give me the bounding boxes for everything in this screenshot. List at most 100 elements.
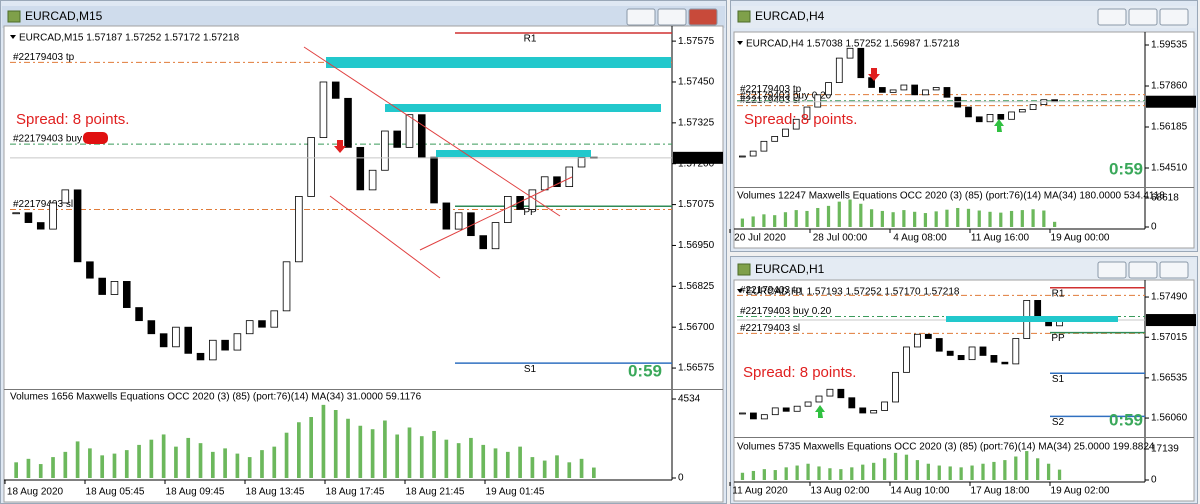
zone-box — [326, 57, 671, 68]
header-marker — [10, 35, 16, 39]
candle-body — [911, 84, 919, 96]
zone-box — [436, 150, 591, 157]
window-icon — [737, 263, 751, 276]
candle-body — [442, 202, 451, 230]
candle-body — [1018, 109, 1026, 113]
candle-body — [73, 189, 82, 263]
chart-header: EURCAD,M15 1.57187 1.57252 1.57172 1.572… — [19, 33, 240, 44]
candle-body — [172, 326, 180, 348]
candle-body — [814, 94, 822, 108]
time-label: 18 Aug 13:45 — [246, 487, 305, 498]
candle-body — [258, 320, 266, 328]
candle-body — [356, 146, 365, 191]
y-tick-label: 1.54510 — [1151, 163, 1188, 174]
chart-header: EURCAD,H1 1.57193 1.57252 1.57170 1.5721… — [746, 287, 960, 298]
chart-area — [733, 31, 1195, 249]
candle-body — [1008, 111, 1015, 120]
candle-body — [900, 84, 908, 91]
candle-body — [491, 222, 500, 250]
minimize-button[interactable] — [1097, 261, 1127, 279]
candle-body — [270, 310, 279, 328]
candle-body — [979, 346, 987, 356]
time-label: 18 Aug 09:45 — [166, 487, 225, 498]
candle-body — [417, 114, 426, 158]
order-label: #22179403 tp — [740, 84, 802, 95]
candle-body — [749, 412, 757, 420]
redaction — [83, 132, 108, 144]
candle-body — [430, 156, 438, 204]
minimize-button[interactable] — [626, 8, 656, 26]
time-label: 19 Aug 01:45 — [486, 487, 545, 498]
candle-body — [344, 97, 352, 148]
candle-body — [577, 156, 586, 168]
candle-body — [859, 407, 867, 414]
trend-line — [419, 176, 573, 251]
candle-body — [516, 196, 524, 210]
candle-body — [540, 176, 549, 191]
candle-body — [1001, 361, 1009, 365]
time-label: 11 Aug 2020 — [732, 486, 788, 497]
spread-label: Spread: 8 points. — [744, 111, 857, 128]
candle-body — [393, 130, 401, 148]
maximize-button[interactable] — [1128, 261, 1158, 279]
candle-body — [307, 137, 315, 197]
window-icon — [7, 10, 21, 23]
pivot-label: PP — [523, 207, 537, 218]
candle-body — [565, 166, 574, 188]
candle-body — [760, 140, 768, 152]
maximize-button[interactable] — [1128, 8, 1158, 26]
time-label: 4 Aug 08:00 — [893, 233, 947, 244]
candle-body — [184, 326, 193, 354]
candle-body — [282, 261, 291, 312]
order-label: #22179403 tp — [740, 285, 802, 296]
volume-title: Volumes 1656 Maxwells Equations OCC 2020… — [10, 392, 422, 403]
y-tick-label: 1.57575 — [678, 36, 715, 47]
sell-arrow — [334, 140, 346, 153]
close-button[interactable] — [1159, 261, 1189, 279]
candle-body — [381, 130, 389, 171]
candle-body — [889, 89, 897, 93]
candle-body — [846, 47, 854, 59]
candle-body — [739, 155, 746, 158]
order-label: #22179403 buy 0.20 — [13, 134, 105, 145]
y-tick-label: 1.56575 — [678, 363, 715, 374]
chart-area — [3, 25, 724, 503]
price-tag — [1146, 314, 1196, 327]
y-tick-label: 1.56185 — [1151, 122, 1188, 133]
zone-box — [946, 316, 1118, 322]
candle-body — [1012, 338, 1020, 365]
candle-body — [815, 395, 823, 403]
candle-body — [848, 397, 856, 409]
y-tick-label: 1.57450 — [678, 77, 715, 88]
bar-timer: 0:59 — [1109, 159, 1143, 178]
candle-body — [479, 235, 488, 250]
candle-body — [209, 339, 217, 361]
title-bar — [2, 6, 725, 28]
chart-header: EURCAD,H4 1.57038 1.57252 1.56987 1.5721… — [746, 39, 960, 50]
candle-body — [792, 118, 800, 130]
order-label: #22179403 sl — [13, 199, 73, 210]
close-button[interactable] — [688, 8, 718, 26]
candle-body — [922, 89, 929, 96]
minimize-button[interactable] — [1097, 8, 1127, 26]
candle-body — [36, 222, 45, 230]
candle-body — [903, 346, 910, 373]
candle-body — [110, 281, 119, 295]
order-label: #22179403 sl — [740, 323, 800, 334]
time-label: 20 Jul 2020 — [734, 233, 786, 244]
spread-label: Spread: 8 points. — [16, 111, 129, 128]
close-button[interactable] — [1159, 8, 1189, 26]
candle-body — [946, 350, 954, 356]
candle-body — [878, 87, 886, 93]
candle-body — [749, 150, 757, 157]
time-label: 18 Aug 21:45 — [406, 487, 465, 498]
candle-body — [913, 333, 921, 348]
maximize-button[interactable] — [657, 8, 687, 26]
candle-body — [957, 355, 965, 361]
candle-body — [233, 333, 242, 351]
y-tick-label: 1.56060 — [1151, 413, 1188, 424]
time-label: 28 Jul 00:00 — [813, 233, 868, 244]
candle-body — [454, 212, 463, 230]
candle-body — [61, 189, 70, 204]
order-label: #22179403 tp — [13, 52, 75, 63]
